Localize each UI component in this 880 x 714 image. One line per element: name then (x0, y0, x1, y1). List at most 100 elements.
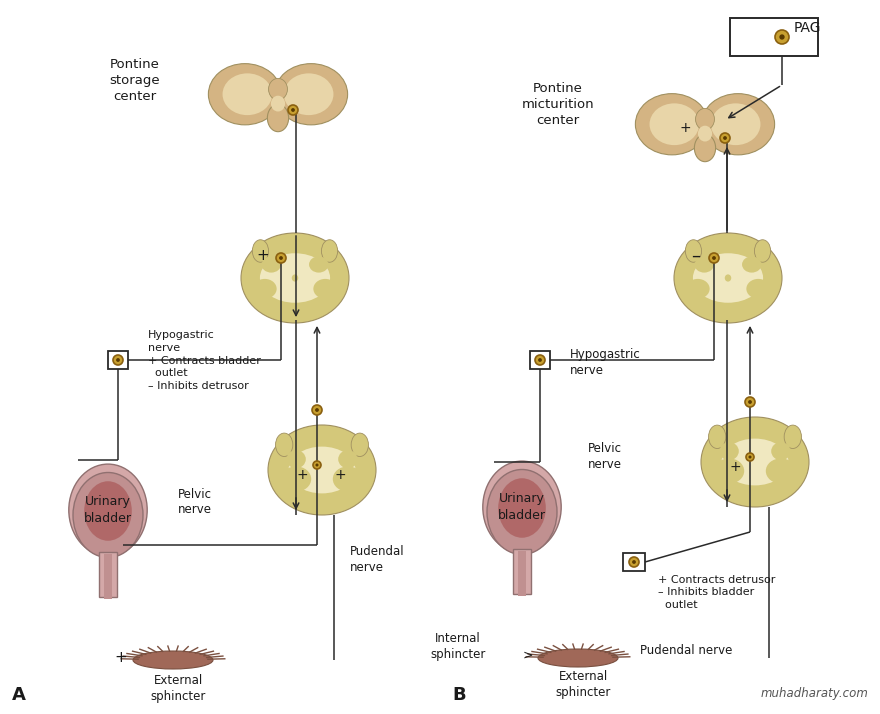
Ellipse shape (281, 466, 312, 492)
Ellipse shape (722, 438, 788, 486)
Ellipse shape (771, 442, 790, 461)
Circle shape (723, 136, 727, 140)
Ellipse shape (261, 256, 281, 273)
Ellipse shape (635, 94, 708, 155)
Circle shape (712, 256, 716, 260)
Text: +: + (257, 248, 269, 263)
Bar (730, 18, 818, 56)
Ellipse shape (708, 425, 726, 448)
Ellipse shape (289, 446, 356, 493)
Text: Pelvic
nerve: Pelvic nerve (178, 488, 212, 516)
Ellipse shape (209, 64, 282, 125)
Ellipse shape (271, 96, 285, 111)
Bar (530, 351, 550, 369)
Text: +: + (114, 650, 128, 665)
Ellipse shape (693, 253, 763, 303)
Ellipse shape (260, 253, 330, 303)
Ellipse shape (223, 74, 272, 115)
Text: + Contracts detrusor
– Inhibits bladder
  outlet: + Contracts detrusor – Inhibits bladder … (658, 575, 775, 610)
Ellipse shape (351, 433, 369, 456)
Text: Pudendal
nerve: Pudendal nerve (350, 545, 405, 574)
Text: Urinary
bladder: Urinary bladder (498, 492, 546, 522)
Text: B: B (452, 686, 466, 704)
Text: Hypogastric
nerve: Hypogastric nerve (570, 348, 641, 377)
Ellipse shape (268, 425, 376, 515)
Text: External
sphincter: External sphincter (150, 674, 206, 703)
Ellipse shape (714, 458, 744, 483)
Ellipse shape (649, 104, 699, 145)
Text: +: + (334, 468, 346, 482)
Ellipse shape (309, 256, 328, 273)
Circle shape (709, 253, 719, 263)
Circle shape (313, 461, 321, 469)
Circle shape (312, 405, 322, 415)
Text: +: + (730, 460, 741, 474)
Ellipse shape (694, 256, 714, 273)
Ellipse shape (286, 451, 306, 468)
Ellipse shape (292, 274, 298, 281)
Text: >: > (523, 648, 533, 661)
Bar (513, 549, 531, 593)
Ellipse shape (701, 94, 774, 155)
Ellipse shape (766, 458, 796, 483)
Ellipse shape (275, 64, 348, 125)
Text: Internal
sphincter: Internal sphincter (430, 632, 486, 661)
Bar (623, 553, 645, 571)
Ellipse shape (701, 417, 809, 507)
Circle shape (535, 355, 545, 365)
Text: External
sphincter: External sphincter (555, 670, 611, 699)
Circle shape (632, 560, 636, 564)
Circle shape (316, 463, 319, 466)
Text: Pudendal nerve: Pudendal nerve (640, 644, 732, 657)
Ellipse shape (483, 461, 561, 553)
Ellipse shape (73, 473, 143, 558)
Bar (517, 551, 526, 595)
Circle shape (315, 408, 319, 412)
Ellipse shape (498, 478, 546, 538)
Ellipse shape (538, 649, 618, 667)
Ellipse shape (133, 651, 213, 669)
Text: –: – (692, 247, 700, 265)
Ellipse shape (84, 481, 132, 540)
Bar (99, 553, 117, 597)
Circle shape (775, 30, 789, 44)
Ellipse shape (725, 274, 731, 281)
Circle shape (113, 355, 123, 365)
Ellipse shape (695, 109, 715, 130)
Ellipse shape (321, 240, 338, 262)
Ellipse shape (253, 279, 276, 298)
Ellipse shape (686, 240, 701, 262)
Text: +: + (297, 468, 308, 482)
Ellipse shape (487, 470, 557, 555)
Ellipse shape (746, 279, 770, 298)
Circle shape (746, 453, 754, 461)
Ellipse shape (719, 442, 739, 461)
Circle shape (745, 397, 755, 407)
Text: PAG: PAG (794, 21, 822, 35)
Text: Hypogastric
nerve
+ Contracts bladder
  outlet
– Inhibits detrusor: Hypogastric nerve + Contracts bladder ou… (148, 330, 260, 391)
Ellipse shape (711, 104, 760, 145)
Ellipse shape (742, 256, 761, 273)
Ellipse shape (694, 134, 715, 161)
Circle shape (279, 256, 282, 260)
Ellipse shape (69, 464, 147, 556)
Ellipse shape (674, 233, 782, 323)
Circle shape (780, 34, 785, 40)
Ellipse shape (313, 279, 337, 298)
Bar (104, 554, 113, 598)
Text: A: A (12, 686, 26, 704)
Circle shape (720, 133, 730, 143)
Text: Pontine
micturition
center: Pontine micturition center (522, 82, 594, 127)
Ellipse shape (698, 126, 712, 141)
Circle shape (748, 400, 752, 404)
Circle shape (629, 557, 639, 567)
Circle shape (538, 358, 542, 362)
Ellipse shape (275, 433, 293, 456)
Circle shape (291, 108, 295, 112)
Text: Pelvic
nerve: Pelvic nerve (588, 442, 622, 471)
Ellipse shape (268, 79, 288, 100)
Ellipse shape (253, 240, 268, 262)
Circle shape (276, 253, 286, 263)
Ellipse shape (754, 240, 771, 262)
Ellipse shape (686, 279, 709, 298)
